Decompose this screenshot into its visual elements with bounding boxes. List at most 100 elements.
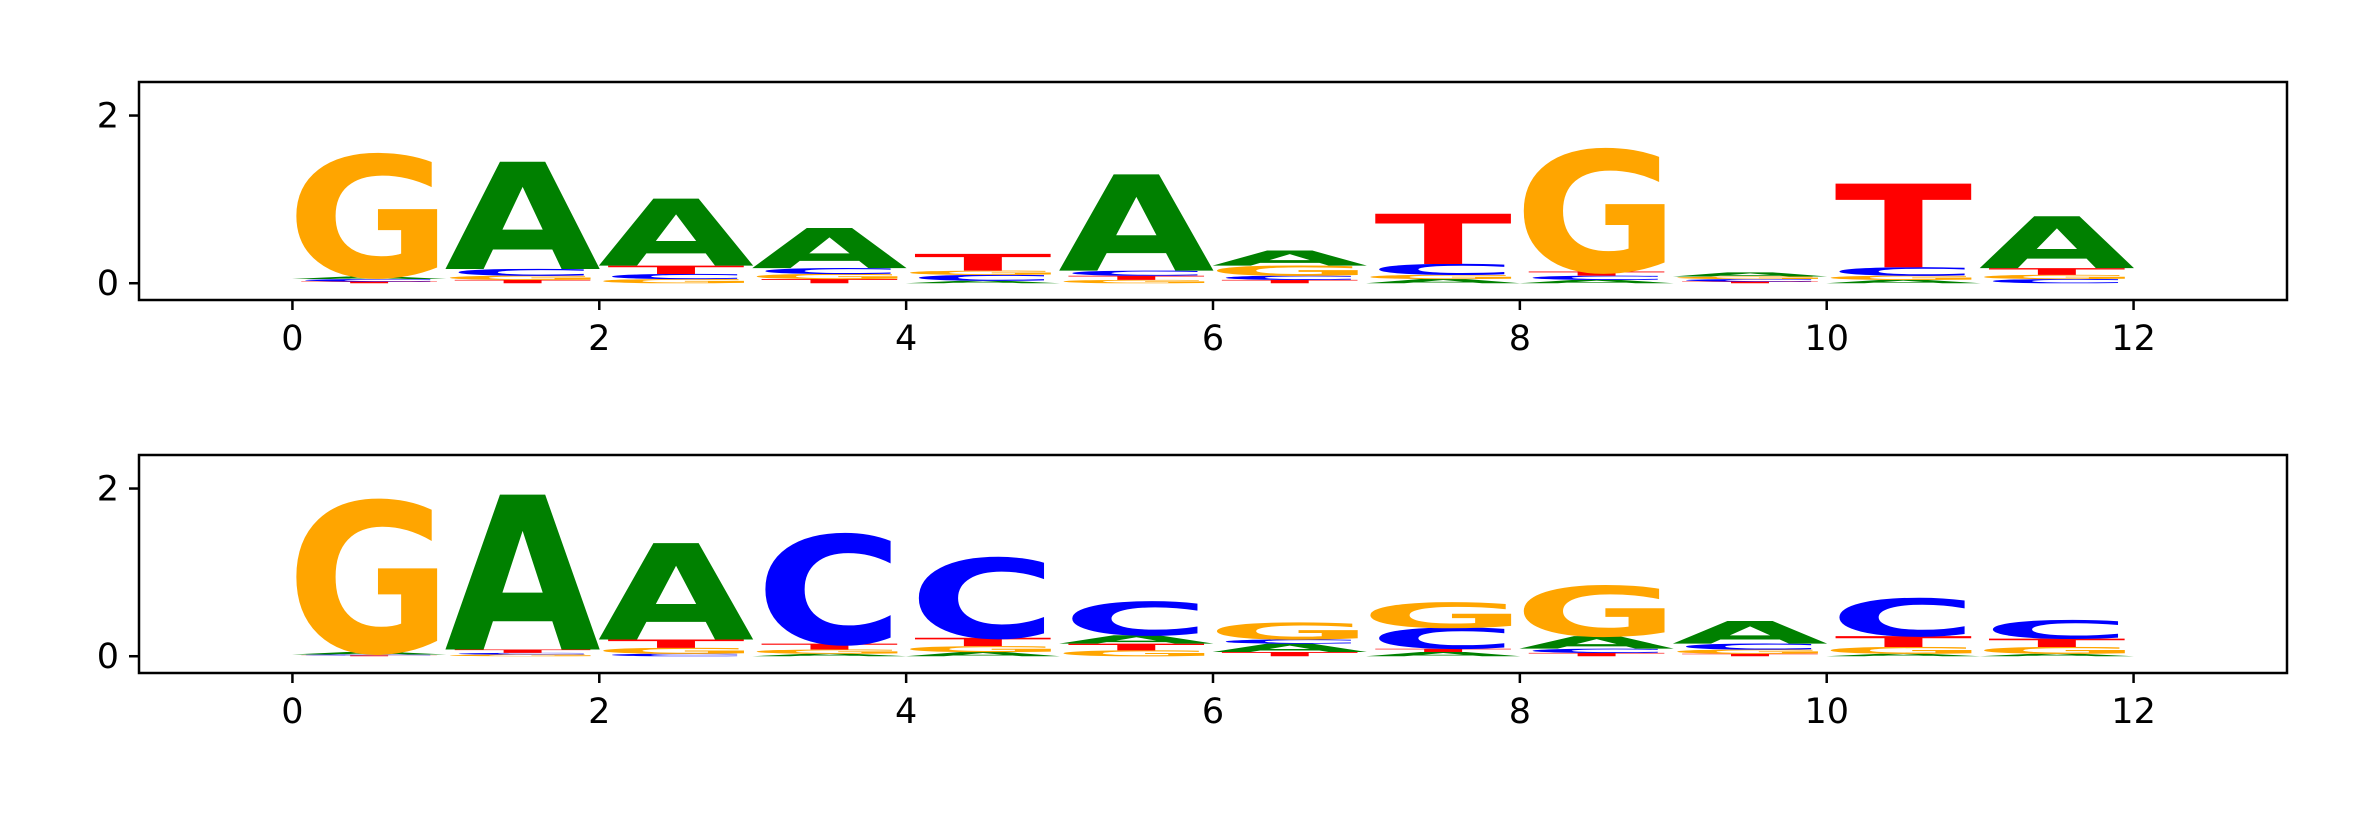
y-tick-label: 0 bbox=[97, 264, 119, 304]
logo-letter-t: T bbox=[1374, 200, 1512, 280]
logo-letter-g: G bbox=[1207, 263, 1373, 279]
logo-letter-a: A bbox=[291, 276, 447, 280]
logo-letter-g: G bbox=[1207, 618, 1373, 645]
logo-letter-g: G bbox=[440, 275, 606, 282]
logo-letter-c: C bbox=[1216, 275, 1364, 282]
logo-letter-a: A bbox=[905, 651, 1061, 658]
logo-letter-c: C bbox=[1369, 622, 1517, 655]
logo-letter-c: C bbox=[1983, 615, 2131, 645]
x-tick-label: 12 bbox=[2111, 319, 2156, 359]
logo-letter-g: G bbox=[1514, 572, 1680, 652]
logo-letter-g: G bbox=[286, 461, 452, 702]
logo-letter-c: C bbox=[295, 278, 443, 282]
logo-letter-a: A bbox=[1825, 279, 1981, 284]
logo-letter-a: A bbox=[598, 518, 754, 671]
x-tick-label: 10 bbox=[1804, 319, 1849, 359]
logo-letter-c: C bbox=[755, 505, 903, 679]
logo-letter-t: T bbox=[914, 635, 1052, 648]
logo-letter-g: G bbox=[1360, 596, 1526, 636]
logo-letter-g: G bbox=[1514, 117, 1680, 311]
logo-letter-c: C bbox=[1676, 642, 1824, 651]
logo-letter-c: C bbox=[1676, 278, 1824, 282]
logo-letter-a: A bbox=[444, 453, 600, 700]
logo-letter-t: T bbox=[1681, 281, 1819, 284]
logo-letter-c: C bbox=[1983, 278, 2131, 285]
logo-letter-c: C bbox=[755, 267, 903, 276]
logo-letter-c: C bbox=[1829, 588, 1977, 648]
logo-letter-g: G bbox=[1667, 276, 1833, 280]
logo-letter-g: G bbox=[1053, 279, 1219, 284]
y-tick-label: 2 bbox=[97, 97, 119, 137]
logo-letter-g: G bbox=[747, 273, 913, 281]
logo-letter-t: T bbox=[761, 278, 899, 285]
logo-letter-g: G bbox=[1667, 648, 1833, 655]
logo-letter-g: G bbox=[286, 122, 452, 316]
y-tick-label: 0 bbox=[97, 637, 119, 677]
logo-letter-t: T bbox=[1835, 633, 1973, 650]
logo-letter-g: G bbox=[593, 278, 759, 285]
logo-letter-t: T bbox=[761, 642, 899, 651]
logo-letter-t: T bbox=[607, 637, 745, 650]
logo-letter-t: T bbox=[454, 649, 592, 654]
logo-letter-a: A bbox=[1825, 653, 1981, 657]
y-tick-label: 2 bbox=[97, 470, 119, 510]
logo-letter-t: T bbox=[1528, 652, 1666, 657]
logo-letter-t: T bbox=[1988, 266, 2126, 277]
logo-letter-c: C bbox=[909, 273, 1057, 282]
logo-letter-t: T bbox=[1067, 275, 1205, 282]
logo-letter-t: T bbox=[1221, 279, 1359, 284]
logo-letter-c: C bbox=[1829, 265, 1977, 278]
logo-letter-c: C bbox=[909, 537, 1057, 664]
logo-letter-t: T bbox=[300, 281, 438, 284]
logo-letter-a: A bbox=[1672, 615, 1829, 651]
logo-letter-a: A bbox=[1518, 279, 1674, 284]
logo-letter-c: C bbox=[602, 273, 750, 281]
x-tick-label: 0 bbox=[281, 319, 303, 359]
logo-letter-c: C bbox=[449, 267, 597, 278]
logo-letter-a: A bbox=[1979, 202, 2135, 285]
logo-letter-c: C bbox=[1522, 275, 1670, 282]
logo-letter-t: T bbox=[454, 279, 592, 284]
logo-letter-a: A bbox=[1058, 633, 1214, 646]
logo-letter-t: T bbox=[1221, 651, 1359, 658]
x-tick-label: 8 bbox=[1509, 319, 1531, 359]
logo-letter-t: T bbox=[1835, 161, 1973, 295]
logo-letter-c: C bbox=[1216, 638, 1364, 645]
logo-letter-t: T bbox=[1528, 270, 1666, 277]
logo-letter-a: A bbox=[1212, 246, 1368, 270]
logo-letter-c: C bbox=[1369, 261, 1517, 278]
logo-letter-t: T bbox=[607, 263, 745, 276]
logo-letter-a: A bbox=[751, 653, 907, 657]
x-tick-label: 2 bbox=[588, 319, 610, 359]
logo-letter-t: T bbox=[1067, 642, 1205, 653]
logo-letter-g: G bbox=[1053, 649, 1219, 658]
x-tick-label: 6 bbox=[1202, 692, 1224, 732]
logo-letter-g: G bbox=[593, 646, 759, 655]
logo-letter-t: T bbox=[1681, 653, 1819, 657]
x-tick-label: 0 bbox=[281, 692, 303, 732]
logo-letter-g: G bbox=[1821, 275, 1987, 282]
logo-letter-g: G bbox=[1974, 645, 2140, 656]
x-tick-label: 6 bbox=[1202, 319, 1224, 359]
x-tick-label: 8 bbox=[1509, 692, 1531, 732]
logo-letter-g: G bbox=[1974, 274, 2140, 281]
logo-letter-a: A bbox=[1212, 641, 1368, 654]
logo-letter-g: G bbox=[440, 654, 606, 657]
logo-letter-c: C bbox=[295, 654, 443, 655]
logo-letter-a: A bbox=[444, 132, 600, 304]
logo-letter-t: T bbox=[914, 249, 1052, 276]
x-tick-label: 10 bbox=[1804, 692, 1849, 732]
x-tick-label: 4 bbox=[895, 692, 917, 732]
logo-letter-c: C bbox=[1522, 648, 1670, 655]
logo-letter-c: C bbox=[448, 652, 596, 655]
x-tick-label: 12 bbox=[2111, 692, 2156, 732]
logo-letter-c: C bbox=[1062, 269, 1210, 277]
logo-letter-a: A bbox=[598, 180, 754, 287]
logo-letter-t: T bbox=[1374, 648, 1512, 653]
logo-letter-a: A bbox=[905, 280, 1061, 284]
